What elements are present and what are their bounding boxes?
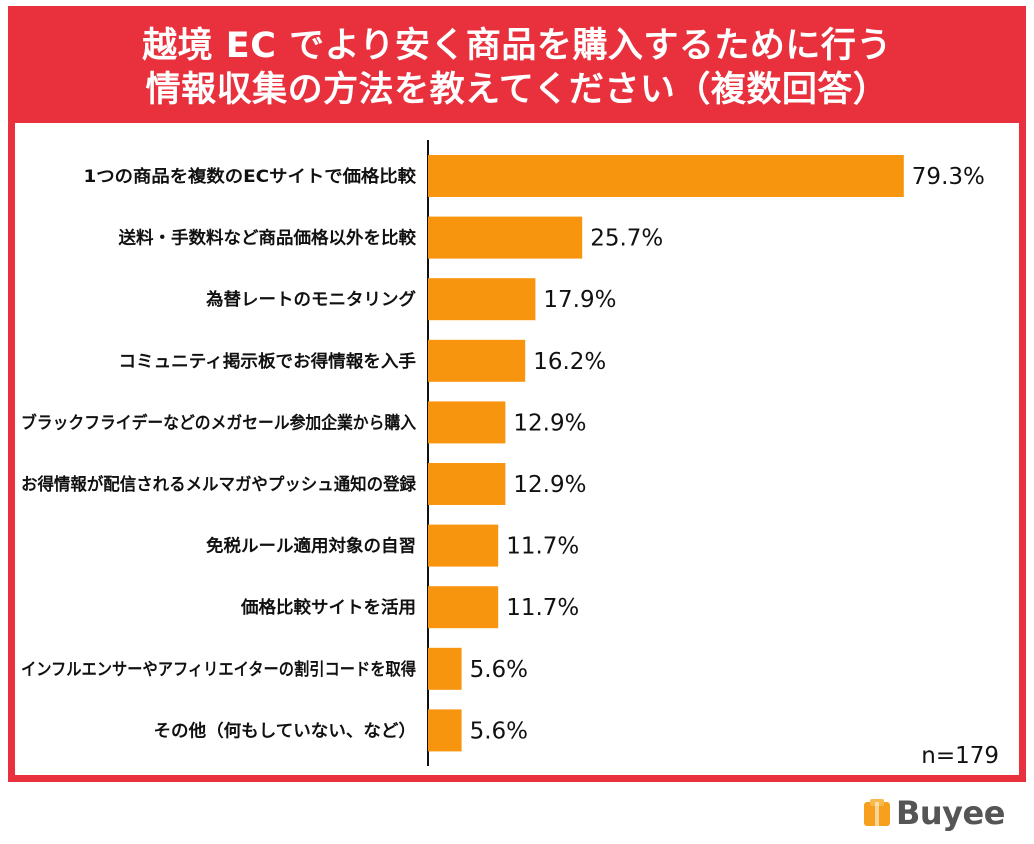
bar-3	[428, 278, 536, 321]
category-label-1: 1つの商品を複数のECサイトで価格比較	[84, 166, 418, 187]
bar-9	[428, 647, 462, 690]
value-label-10: 5.6%	[470, 718, 528, 744]
category-label-10: その他（何もしていない、など）	[154, 720, 417, 741]
bar-7	[428, 524, 499, 567]
bar-6	[428, 463, 506, 505]
value-label-1: 79.3%	[912, 164, 985, 190]
bar-2	[428, 216, 583, 259]
bar-1	[428, 155, 904, 197]
value-label-3: 17.9%	[543, 287, 616, 313]
value-label-5: 12.9%	[513, 410, 586, 436]
category-label-5: ブラックフライデーなどのメガセール参加企業から購入	[21, 412, 416, 433]
category-label-8: 価格比較サイトを活用	[240, 597, 416, 618]
value-label-2: 25.7%	[590, 226, 663, 252]
value-label-6: 12.9%	[513, 472, 586, 498]
buyee-logo: Buyee	[862, 794, 1005, 832]
chart-title-line-2: 情報収集の方法を教えてください（複数回答）	[145, 70, 889, 110]
category-label-4: コミュニティ掲示板でお得情報を入手	[119, 351, 417, 372]
bars-group: 1つの商品を複数のECサイトで価格比較 79.3% 送料・手数料など商品価格以外を比…	[21, 155, 985, 752]
bar-8	[428, 586, 499, 629]
category-label-9: インフルエンサーやアフィリエイターの割引コードを取得	[21, 659, 416, 680]
title-band: 越境 EC でより安く商品を購入するために行う 情報収集の方法を教えてください（…	[15, 13, 1019, 123]
category-label-7: 免税ルール適用対象の自習	[206, 536, 416, 557]
bar-5	[428, 401, 506, 444]
category-label-2: 送料・手数料など商品価格以外を比較	[119, 228, 418, 249]
value-label-7: 11.7%	[506, 534, 579, 560]
value-label-4: 16.2%	[533, 349, 606, 375]
value-label-8: 11.7%	[506, 595, 579, 621]
buyee-box-icon	[864, 799, 890, 826]
bar-10	[428, 709, 462, 752]
bar-4	[428, 339, 526, 382]
logo-text: Buyee	[896, 794, 1005, 832]
category-label-3: 為替レートのモニタリング	[206, 289, 416, 310]
value-label-9: 5.6%	[470, 657, 528, 683]
category-label-6: お得情報が配信されるメルマガやプッシュ通知の登録	[21, 474, 417, 495]
sample-size-note: n=179	[921, 743, 999, 769]
chart-title-line-1: 越境 EC でより安く商品を購入するために行う	[142, 26, 892, 66]
chart-frame: 越境 EC でより安く商品を購入するために行う 情報収集の方法を教えてください（…	[8, 6, 1026, 782]
